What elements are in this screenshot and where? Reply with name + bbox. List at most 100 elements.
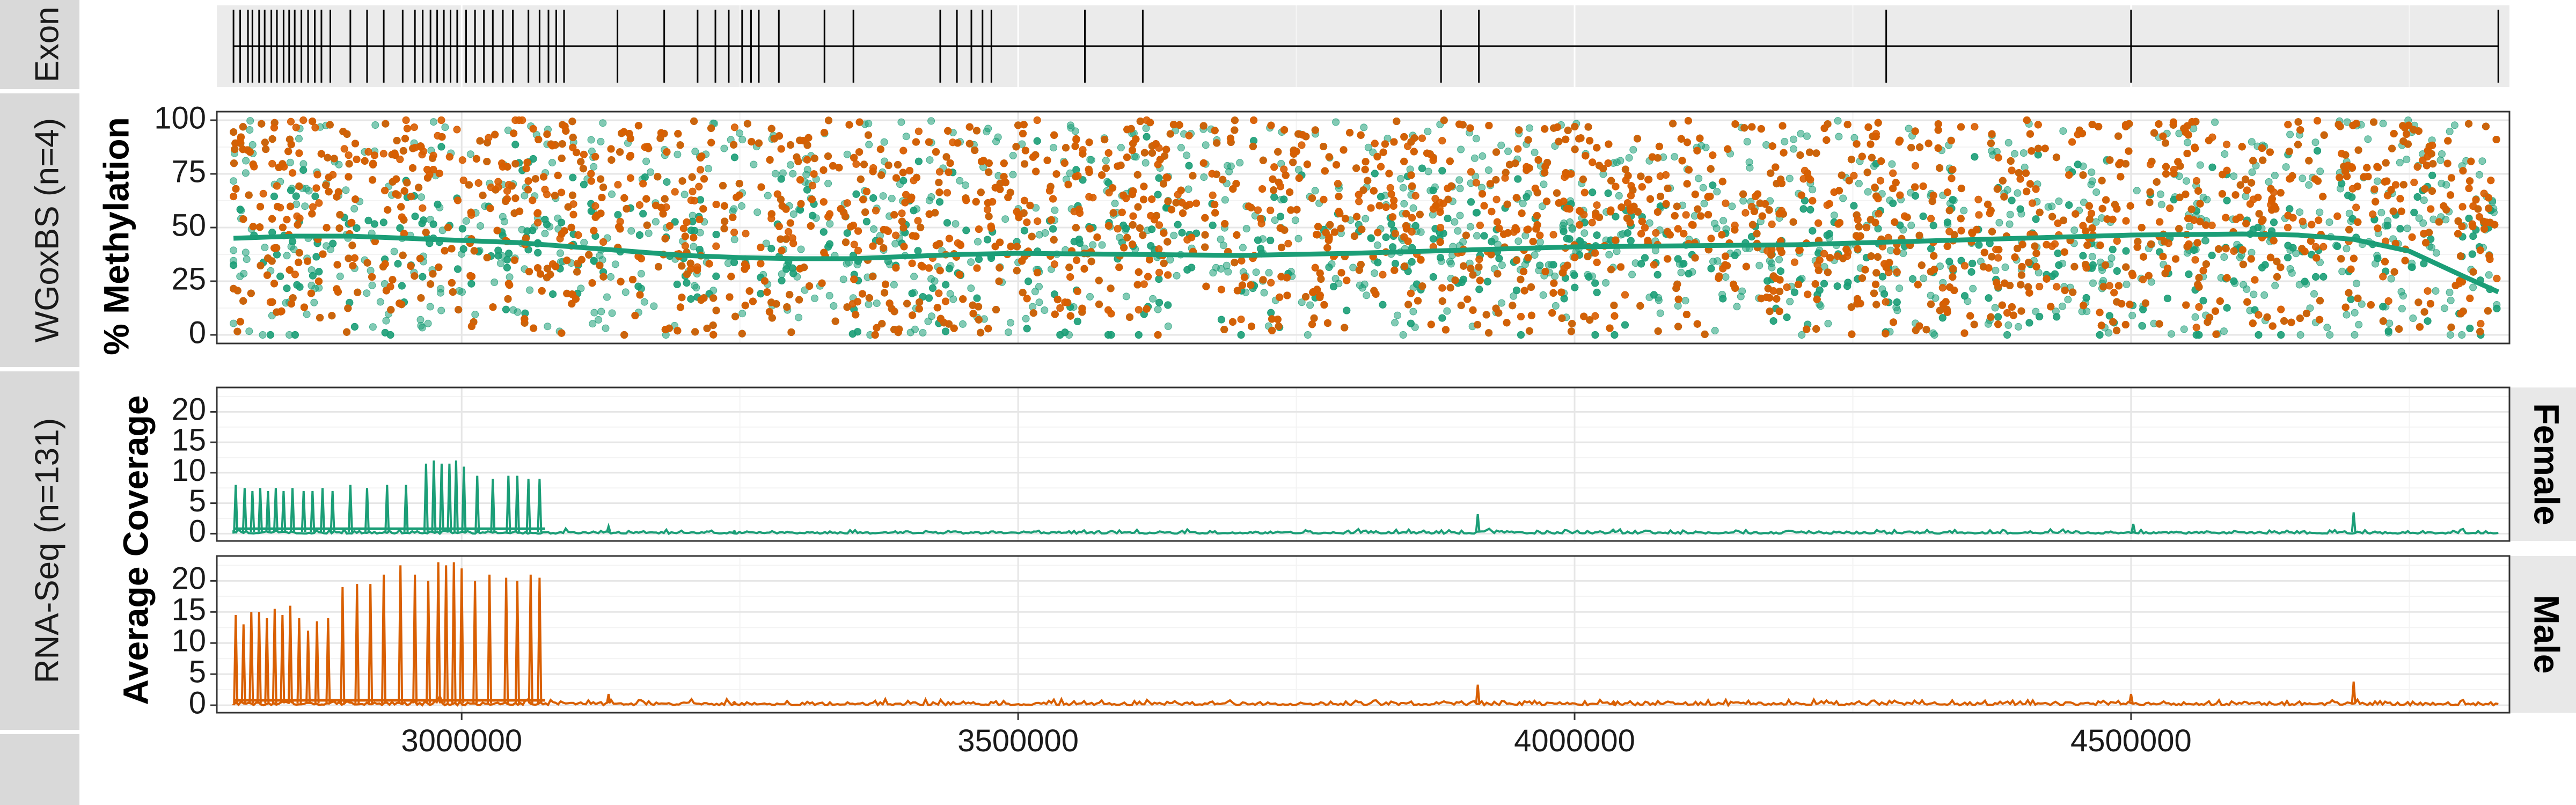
methylation-point: [2185, 223, 2193, 231]
methylation-point: [580, 239, 588, 246]
methylation-point: [2240, 281, 2248, 289]
methylation-point: [2311, 138, 2319, 147]
methylation-point: [1743, 138, 1751, 145]
methylation-point: [826, 220, 834, 228]
methylation-point: [962, 181, 969, 189]
methylation-point: [587, 136, 595, 144]
methylation-point: [1699, 184, 1707, 192]
methylation-point: [1991, 304, 1999, 312]
methylation-point: [1200, 173, 1208, 181]
methylation-point: [843, 150, 851, 158]
methylation-point: [927, 117, 935, 125]
methylation-point: [283, 252, 291, 260]
methylation-point: [369, 323, 377, 331]
methylation-point: [919, 329, 927, 336]
methylation-point: [736, 129, 743, 137]
methylation-point: [865, 141, 873, 149]
methylation-point: [1071, 127, 1079, 135]
methylation-point: [1031, 288, 1039, 296]
methylation-point: [1713, 224, 1721, 232]
methylation-point: [1569, 225, 1576, 233]
strip-label-exon: Exon: [28, 6, 65, 82]
methylation-point: [2396, 159, 2404, 166]
methylation-point: [1311, 187, 1319, 195]
strip-label-rnaseq: RNA-Seq (n=131): [28, 418, 65, 684]
methylation-point: [2168, 330, 2175, 338]
methylation-point: [2236, 253, 2244, 261]
methylation-point: [1790, 145, 1797, 153]
methylation-point: [1009, 171, 1017, 179]
methylation-point: [1629, 146, 1637, 154]
methylation-point: [994, 133, 1002, 141]
methylation-point: [2059, 302, 2066, 310]
methylation-point: [897, 118, 905, 126]
methylation-point: [477, 222, 485, 230]
methylation-point: [1625, 154, 1633, 162]
methylation-point: [1225, 167, 1233, 175]
methylation-point: [1459, 238, 1467, 246]
methylation-point: [2476, 171, 2483, 179]
methylation-point: [1424, 167, 1432, 175]
methylation-point: [1768, 264, 1776, 272]
methylation-point: [491, 279, 499, 286]
methylation-point: [429, 118, 437, 126]
methylation-point: [437, 306, 445, 314]
methylation-point: [1988, 147, 1996, 155]
methylation-point: [261, 244, 269, 252]
methylation-point: [2006, 220, 2014, 228]
methylation-point: [2248, 248, 2256, 257]
methylation-point: [1484, 166, 1492, 174]
methylation-point: [2438, 179, 2446, 187]
methylation-point: [1066, 169, 1074, 177]
methylation-point: [602, 324, 610, 332]
methylation-point: [1722, 273, 1730, 281]
methylation-point: [1236, 159, 1244, 167]
methylation-point: [441, 123, 449, 131]
methylation-point: [1166, 256, 1174, 264]
methylation-point: [557, 249, 564, 257]
methylation-point: [544, 323, 552, 331]
methylation-point: [1617, 231, 1625, 239]
methylation-point: [1007, 319, 1014, 327]
methylation-point: [1252, 268, 1260, 276]
methylation-point: [2377, 209, 2385, 217]
methylation-point: [514, 308, 522, 316]
methylation-point: [2438, 150, 2446, 158]
strip-female-bg: [2509, 387, 2576, 541]
methylation-point: [342, 186, 350, 194]
methylation-point: [2403, 224, 2411, 232]
methylation-point: [1737, 292, 1745, 301]
methylation-point: [1457, 145, 1465, 153]
methylation-point: [2271, 172, 2279, 179]
methylation-point: [839, 275, 847, 283]
methylation-point: [2011, 150, 2018, 158]
methylation-point: [2305, 181, 2313, 189]
methylation-point: [2282, 163, 2290, 171]
methylation-point: [1294, 235, 1302, 243]
methylation-point: [720, 144, 728, 152]
methylation-point: [1628, 270, 1636, 279]
methylation-point: [526, 286, 534, 294]
methylation-point: [2343, 311, 2351, 319]
methylation-point: [1291, 216, 1299, 224]
methylation-point: [870, 225, 878, 233]
methylation-point: [1001, 215, 1009, 223]
methylation-point: [1896, 284, 1904, 292]
methylation-point: [650, 302, 658, 310]
methylation-point: [1331, 275, 1340, 283]
methylation-point: [2343, 245, 2351, 253]
methylation-point: [830, 302, 838, 310]
methylation-point: [652, 218, 660, 226]
methylation-point: [368, 281, 376, 289]
methylation-point: [956, 177, 964, 185]
methylation-point: [1473, 232, 1481, 240]
methylation-point: [1202, 141, 1210, 149]
methylation-point: [376, 298, 384, 306]
methylation-point: [2059, 127, 2067, 135]
methylation-point: [1615, 192, 1623, 200]
methylation-point: [1519, 200, 1527, 208]
methylation-point: [771, 170, 779, 178]
methylation-point: [2128, 311, 2136, 319]
methylation-point: [1560, 219, 1568, 227]
methylation-point: [1514, 237, 1523, 245]
